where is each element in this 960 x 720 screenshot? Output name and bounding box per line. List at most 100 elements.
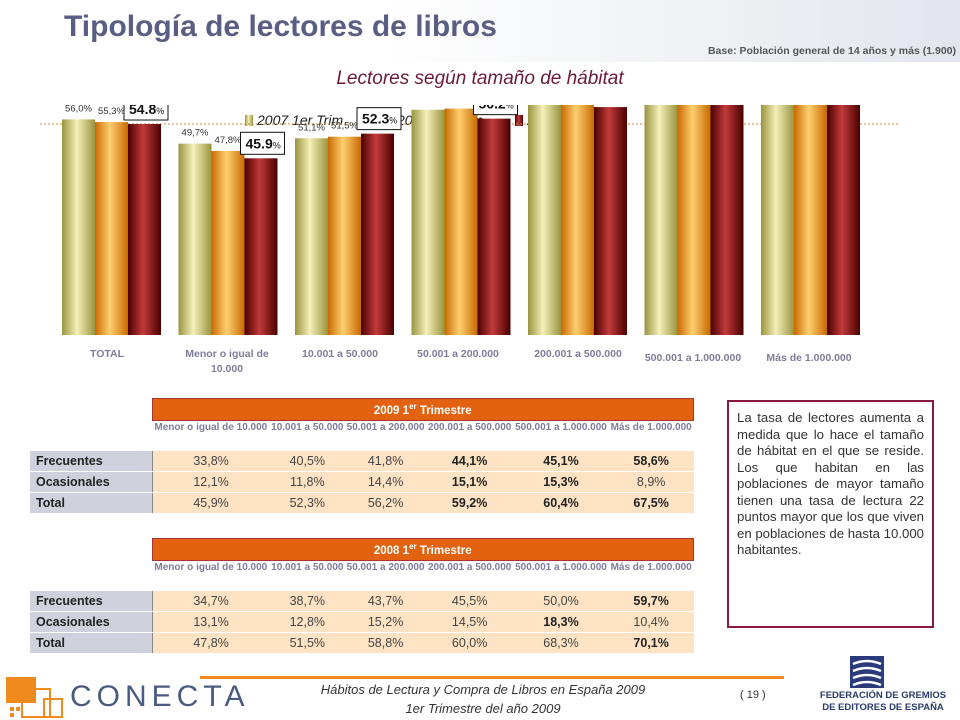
- bar: [594, 107, 627, 335]
- bar: [477, 118, 511, 335]
- legend-swatch: [515, 115, 523, 126]
- bar-data-label: 47,8%: [215, 135, 242, 146]
- highlight-label-box: [356, 107, 402, 131]
- table-cell: 59,7%: [608, 590, 694, 612]
- bar: [62, 119, 95, 336]
- table-cell: 10,4%: [608, 611, 694, 633]
- bar-data-label: 51,1%: [298, 122, 325, 133]
- note-box: La tasa de lectores aumenta a medida que…: [727, 400, 934, 628]
- table-2009: 2009 1er Trimestre Menor o igual de 10.00…: [30, 398, 694, 514]
- table-cell: 45,5%: [426, 590, 514, 612]
- bar-data-label: 51,5%: [331, 121, 358, 132]
- column-header: 50.001 a 200.000: [346, 562, 425, 573]
- percent-suffix: %: [156, 106, 164, 116]
- bar-data-label-highlight: 52.3%: [362, 111, 397, 127]
- highlight-label-box: [240, 131, 285, 155]
- table-row: Frecuentes 33,8% 40,5% 41,8% 44,1% 45,1% 58,6%: [30, 450, 694, 472]
- x-tick-label: TOTAL: [89, 348, 125, 360]
- column-header: Menor o igual de 10.000: [154, 562, 268, 573]
- bar: [95, 122, 128, 335]
- x-tick-label: 500.001 a 1.000.000: [644, 352, 742, 364]
- table-cell: 14,5%: [426, 611, 514, 633]
- table-cell: 60,0%: [426, 632, 514, 654]
- bar: [561, 105, 594, 335]
- table-row: Ocasionales 12,1% 11,8% 14,4% 15,1% 15,3% 8,9%: [30, 471, 694, 493]
- column-header: Menor o igual de 10.000: [154, 422, 268, 433]
- row-label: Ocasionales: [30, 471, 153, 493]
- table-cell: 8,9%: [608, 471, 694, 493]
- row-label: Ocasionales: [30, 611, 153, 633]
- page-title: Tipología de lectores de libros: [64, 10, 497, 43]
- bar-data-label: 49,7%: [182, 128, 209, 139]
- bar-data-label-highlight: 45.9%: [246, 135, 281, 151]
- page-number: ( 19 ): [740, 689, 766, 701]
- column-header: 500.001 a 1.000.000: [515, 422, 607, 433]
- table-cell: 14,4%: [345, 471, 427, 493]
- table-cell: 12,1%: [152, 471, 270, 493]
- bar-data-label: 55,3%: [98, 106, 125, 117]
- x-tick-label: 50.001 a 200.000: [417, 348, 499, 360]
- bar: [244, 158, 278, 335]
- x-tick-label: Menor o igual de 10.000: [185, 348, 269, 375]
- table-cell: 13,1%: [152, 611, 270, 633]
- bar: [411, 109, 445, 336]
- table-cell: 33,8%: [152, 450, 270, 472]
- table-row: Total 45,9% 52,3% 56,2% 59,2% 60,4% 67,5%: [30, 492, 694, 514]
- table-cell: 60,4%: [513, 492, 609, 514]
- table-header: 2008 1er Trimestre: [151, 538, 694, 561]
- table-cell: 41,8%: [345, 450, 427, 472]
- row-label: Total: [30, 632, 153, 654]
- conecta-brand: CONECTA: [70, 680, 250, 713]
- footer-line1: Hábitos de Lectura y Compra de Libros en…: [320, 682, 646, 697]
- footer-line2: 1er Trimestre del año 2009: [405, 701, 561, 716]
- table-cell: 58,8%: [345, 632, 427, 654]
- chart-subtitle: Lectores según tamaño de hábitat: [336, 68, 624, 89]
- table-cell: 52,3%: [269, 492, 345, 514]
- highlight-label-box: [473, 105, 518, 116]
- table-cell: 45,1%: [513, 450, 609, 472]
- bar-chart: 2007 1er Trim2008 1er Trim2009 1er Trim5…: [40, 105, 900, 336]
- table-cell: 40,5%: [269, 450, 345, 472]
- legend-swatch: [245, 115, 253, 126]
- percent-suffix: %: [389, 116, 397, 126]
- table-cell: 68,3%: [513, 632, 609, 654]
- footer-divider: [200, 676, 784, 679]
- fge-brand-line2: DE EDITORES DE ESPAÑA: [822, 702, 944, 713]
- column-header: 10.001 a 50.000: [271, 562, 344, 573]
- table-cell: 38,7%: [269, 590, 345, 612]
- column-header: Más de 1.000.000: [610, 422, 692, 433]
- table-cell: 12,8%: [269, 611, 345, 633]
- column-header: 500.001 a 1.000.000: [515, 562, 607, 573]
- column-header: 200.001 a 500.000: [427, 562, 512, 573]
- table-row: Frecuentes 34,7% 38,7% 43,7% 45,5% 50,0% 59,7%: [30, 590, 694, 612]
- table-cell: 34,7%: [152, 590, 270, 612]
- bar: [128, 124, 161, 335]
- bar-data-label-highlight: 56.2%: [479, 105, 514, 112]
- table-cell: 51,5%: [269, 632, 345, 654]
- conecta-logo-mark: [6, 677, 63, 718]
- bar: [211, 150, 245, 335]
- bar: [827, 105, 860, 335]
- bar: [644, 105, 678, 335]
- row-label: Total: [30, 492, 153, 514]
- table-cell: 50,0%: [513, 590, 609, 612]
- table-cell: 67,5%: [608, 492, 694, 514]
- percent-suffix: %: [273, 140, 281, 150]
- table-cell: 47,8%: [152, 632, 270, 654]
- column-header: 50.001 a 200.000: [346, 422, 425, 433]
- bar: [295, 138, 328, 335]
- column-header: Más de 1.000.000: [610, 562, 692, 573]
- bar: [178, 143, 212, 335]
- percent-suffix: %: [506, 105, 514, 111]
- table-cell: 11,8%: [269, 471, 345, 493]
- bar: [761, 105, 794, 335]
- bar: [794, 105, 827, 336]
- bar: [444, 108, 478, 336]
- bar-data-label-highlight: 54.8%: [129, 105, 164, 117]
- column-header: 200.001 a 500.000: [427, 422, 512, 433]
- table-cell: 59,2%: [426, 492, 514, 514]
- table-cell: 15,1%: [426, 471, 514, 493]
- table-cell: 56,2%: [345, 492, 427, 514]
- table-cell: 15,3%: [513, 471, 609, 493]
- table-cell: 70,1%: [608, 632, 694, 654]
